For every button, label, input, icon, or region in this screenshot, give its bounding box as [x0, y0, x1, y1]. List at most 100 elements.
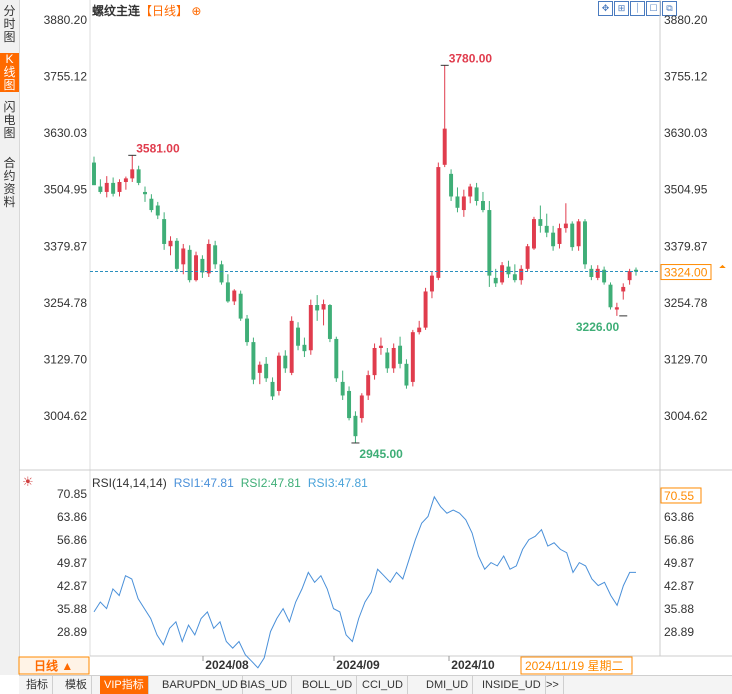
candle-body-42 — [359, 395, 364, 419]
bottom-tab-2[interactable]: VIP指标 — [100, 676, 149, 694]
candle-body-64 — [500, 265, 505, 283]
candle-body-13 — [174, 240, 179, 269]
candle-body-49 — [404, 363, 409, 386]
candle-body-23 — [238, 293, 243, 319]
sidebar-item-0[interactable]: 分时图 — [3, 4, 16, 44]
candle-body-70 — [538, 219, 543, 226]
candle-body-43 — [366, 375, 371, 396]
candle-body-65 — [506, 266, 511, 275]
candle-body-11 — [162, 219, 167, 244]
annotation-0: 3581.00 — [136, 141, 180, 155]
candle-body-56 — [449, 173, 454, 197]
candle-body-20 — [219, 264, 224, 283]
rsi-tick-left-6: 28.89 — [57, 625, 87, 639]
candle-body-61 — [480, 200, 485, 211]
bottom-tab-6[interactable]: CCI_UD — [358, 676, 408, 694]
bottom-tab-1[interactable]: 模板 — [61, 676, 92, 694]
price-tick-left-4: 3379.87 — [44, 239, 88, 253]
candle-body-84 — [627, 271, 632, 281]
bottom-tab-9[interactable]: >> — [542, 676, 564, 694]
candle-body-0 — [92, 162, 96, 186]
candle-body-53 — [429, 275, 434, 292]
fullscreen-icon[interactable]: ⧉ — [662, 1, 677, 16]
rsi-tick-left-3: 49.87 — [57, 556, 87, 570]
price-tick-right-0: 3880.20 — [664, 13, 708, 27]
candle-body-29 — [276, 355, 281, 391]
candle-body-74 — [563, 223, 568, 229]
candle-body-85 — [634, 269, 638, 272]
candle-body-76 — [576, 221, 581, 247]
price-tick-right-1: 3755.12 — [664, 70, 708, 84]
price-tick-right-6: 3129.70 — [664, 352, 708, 366]
date-label-box — [520, 656, 633, 675]
candle-body-57 — [455, 196, 460, 208]
candle-body-34 — [308, 305, 313, 351]
candle-body-55 — [442, 128, 447, 165]
x-label-1: 2024/09 — [336, 658, 380, 672]
price-tick-left-7: 3004.62 — [44, 409, 88, 423]
candle-body-8 — [143, 191, 147, 195]
price-tick-right-7: 3004.62 — [664, 409, 708, 423]
bottom-tab-0[interactable]: 指标 — [22, 676, 53, 694]
candle-body-2 — [104, 182, 109, 192]
bottom-tab-4[interactable]: BIAS_UD — [236, 676, 293, 694]
price-tick-left-2: 3630.03 — [44, 126, 88, 140]
draw-icon[interactable]: ⏐ — [630, 1, 645, 16]
chart-canvas[interactable]: 3880.20 3880.20 3755.12 3755.12 3630.03 3630.… — [0, 0, 732, 675]
price-tick-right-3: 3504.95 — [664, 183, 708, 197]
candle-body-63 — [493, 277, 498, 284]
candle-body-28 — [270, 381, 275, 397]
candle-body-10 — [155, 205, 160, 216]
candle-body-6 — [130, 169, 135, 179]
candle-body-72 — [551, 232, 556, 247]
rsi-tick-right-6: 28.89 — [664, 625, 694, 639]
candle-body-16 — [194, 255, 199, 281]
candle-body-68 — [525, 246, 530, 269]
candle-body-54 — [436, 167, 441, 278]
candle-body-1 — [98, 186, 103, 192]
candle-body-21 — [225, 282, 230, 302]
rsi-tick-left-0: 70.85 — [57, 487, 87, 501]
period-button-bg — [18, 656, 90, 675]
candle-body-17 — [200, 258, 205, 273]
rsi-legend-3: RSI3:47.81 — [307, 476, 368, 490]
candle-body-69 — [531, 219, 536, 249]
candle-body-40 — [347, 390, 352, 419]
candle-body-71 — [544, 225, 549, 233]
rsi-title: RSI(14,14,14) — [92, 476, 167, 490]
candle-body-39 — [340, 381, 345, 396]
current-price-box — [660, 264, 712, 281]
chart-title: 螺纹主连【日线】 ⊕ — [92, 2, 201, 19]
move-icon[interactable]: ✥ — [598, 1, 613, 16]
rsi-tick-right-5: 35.88 — [664, 602, 694, 616]
candle-body-25 — [251, 342, 256, 380]
bottom-tab-7[interactable]: DMI_UD — [422, 676, 474, 694]
period-button: 日线 ▲ — [34, 658, 73, 673]
price-tick-right-5: 3254.78 — [664, 296, 708, 310]
candle-body-80 — [602, 269, 607, 283]
candle-body-62 — [487, 210, 492, 276]
crosshair-icon[interactable]: ⊞ — [614, 1, 629, 16]
sidebar-item-2[interactable]: 闪电图 — [3, 100, 16, 140]
bottom-tab-5[interactable]: BOLL_UD — [298, 676, 358, 694]
candle-body-59 — [468, 186, 473, 197]
candle-body-30 — [283, 355, 288, 369]
candle-body-48 — [398, 345, 403, 364]
price-scroll-icon: ⏶ — [719, 262, 727, 272]
candle-body-81 — [608, 284, 613, 308]
rsi-current-label: 70.55 — [664, 489, 694, 503]
candle-body-50 — [410, 332, 415, 382]
bottom-tab-8[interactable]: INSIDE_UD — [478, 676, 546, 694]
period-label[interactable]: 【日线】 — [140, 4, 189, 18]
bottom-tab-3[interactable]: BARUPDN_UD — [158, 676, 243, 694]
contract-name: 螺纹主连 — [92, 4, 141, 18]
sidebar-item-3[interactable]: 合约资料 — [3, 156, 16, 209]
candle-body-77 — [583, 221, 587, 265]
rsi-tick-right-3: 49.87 — [664, 556, 694, 570]
price-tick-left-0: 3880.20 — [44, 13, 88, 27]
settings-icon[interactable]: ⊕ — [191, 4, 202, 18]
candle-body-66 — [512, 274, 517, 281]
indicator-settings-icon[interactable]: ☀ — [22, 474, 34, 489]
